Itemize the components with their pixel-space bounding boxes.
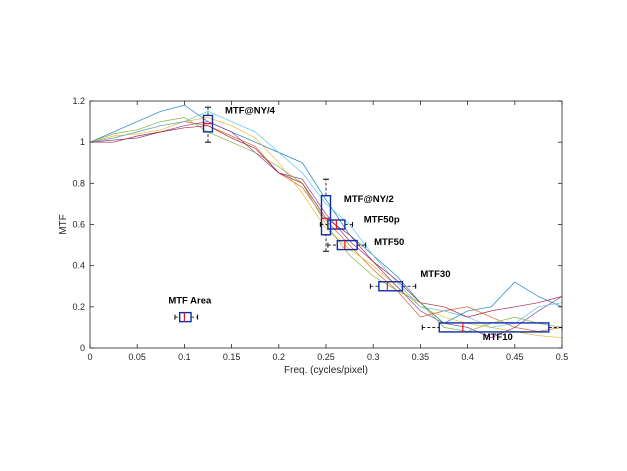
y-axis-label: MTF — [58, 214, 69, 235]
annotation-mtf30: MTF30 — [420, 269, 450, 280]
boxplot-mtf-ny-2 — [320, 178, 332, 252]
y-tick-label: 0.6 — [72, 220, 85, 230]
x-tick-label: 0.4 — [461, 352, 474, 362]
x-tick-label: 0.35 — [412, 352, 430, 362]
annotation-mtf-ny-2: MTF@NY/2 — [344, 194, 394, 205]
x-tick-label: 0.5 — [556, 352, 569, 362]
series-line-3 — [89, 117, 563, 339]
x-axis-label: Freq. (cycles/pixel) — [284, 365, 368, 376]
x-tick-label: 0 — [87, 352, 92, 362]
series-line-4 — [89, 121, 563, 339]
y-axis: 0 0.2 0.4 0.6 0.8 1 1.2 — [72, 96, 562, 353]
y-tick-label: 1.2 — [72, 96, 85, 106]
annotations: MTF@NY/4 MTF@NY/2 MTF50p MTF50 MTF30 MTF10 MTF… — [168, 105, 512, 342]
x-tick-label: 0.25 — [317, 352, 335, 362]
box — [378, 281, 404, 292]
boxplot-mtf-ny-4 — [202, 106, 214, 143]
box — [438, 322, 550, 333]
series-line-6 — [89, 110, 563, 328]
y-tick-label: 0 — [80, 343, 85, 353]
x-tick-label: 0.1 — [178, 352, 191, 362]
y-tick-label: 0.2 — [72, 302, 85, 312]
y-tick-label: 0.8 — [72, 178, 85, 188]
boxplot-mtf50p — [319, 219, 353, 230]
boxplot-mtf50 — [327, 239, 367, 251]
series-line-1 — [89, 104, 563, 324]
x-tick-label: 0.3 — [367, 352, 380, 362]
y-tick-label: 0.4 — [72, 261, 85, 271]
annotation-mtf10: MTF10 — [483, 332, 513, 343]
x-tick-label: 0.15 — [223, 352, 241, 362]
boxplot-mtf30 — [369, 281, 417, 292]
annotation-mtf50: MTF50 — [374, 237, 404, 248]
annotation-mtf50p: MTF50p — [364, 214, 400, 225]
annotation-mtf-ny-4: MTF@NY/4 — [225, 105, 276, 116]
x-axis: 0 0.05 0.1 0.15 0.2 0.25 0.3 0.35 0.4 0.45 0.5 — [87, 101, 568, 362]
box — [178, 311, 192, 323]
box — [320, 194, 332, 236]
series-line-2 — [89, 121, 563, 332]
annotation-mtf-area: MTF Area — [168, 296, 212, 307]
series-lines — [89, 104, 563, 339]
y-tick-label: 1 — [80, 137, 85, 147]
series-line-7 — [90, 125, 563, 318]
x-tick-label: 0.05 — [128, 352, 146, 362]
x-tick-label: 0.2 — [273, 352, 286, 362]
box — [336, 239, 358, 251]
boxplot-mtf-area — [174, 311, 199, 323]
x-tick-label: 0.45 — [506, 352, 524, 362]
